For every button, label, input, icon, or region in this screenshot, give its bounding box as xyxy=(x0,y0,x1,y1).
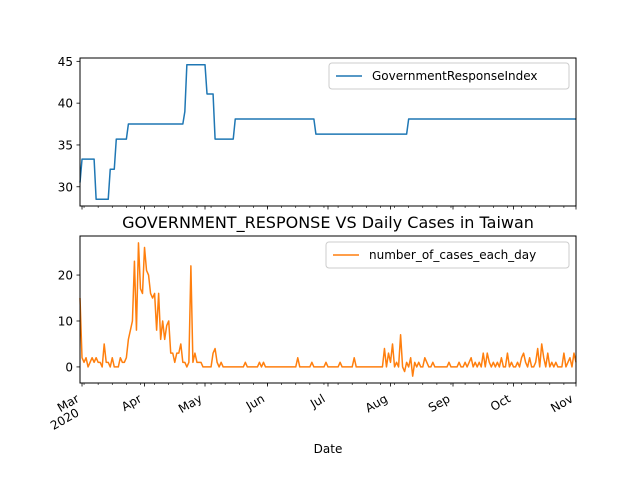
y-tick-label: 0 xyxy=(65,360,73,374)
y-tick-label: 40 xyxy=(58,97,73,111)
bottom-legend: number_of_cases_each_day xyxy=(325,241,570,269)
series-line-governmentresponseindex xyxy=(79,63,576,201)
bottom-legend-label: number_of_cases_each_day xyxy=(369,248,536,262)
y-tick-label: 45 xyxy=(58,55,73,69)
y-tick-label: 10 xyxy=(58,314,73,328)
government-response-series-group xyxy=(79,63,576,201)
y-tick-label: 20 xyxy=(58,269,73,283)
chart-title: GOVERNMENT_RESPONSE VS Daily Cases in Ta… xyxy=(122,213,534,233)
top-x-axis xyxy=(81,206,577,210)
government-response-panel: 30 35 40 45 GovernmentResponseIndex xyxy=(58,55,577,210)
x-axis-label: Date xyxy=(314,442,343,456)
daily-cases-series-group xyxy=(79,242,577,377)
x-tick-label: Jul xyxy=(307,391,327,411)
series-line-number-of-cases-each-day xyxy=(79,242,577,377)
bottom-y-axis: 0 10 20 xyxy=(58,269,80,374)
y-tick-label: 30 xyxy=(58,180,73,194)
top-legend-box xyxy=(328,62,570,90)
bottom-legend-box xyxy=(325,241,570,269)
top-y-axis: 30 35 40 45 xyxy=(58,55,80,194)
top-legend-label: GovernmentResponseIndex xyxy=(372,69,538,83)
y-tick-label: 35 xyxy=(58,138,73,152)
top-legend: GovernmentResponseIndex xyxy=(328,62,570,90)
